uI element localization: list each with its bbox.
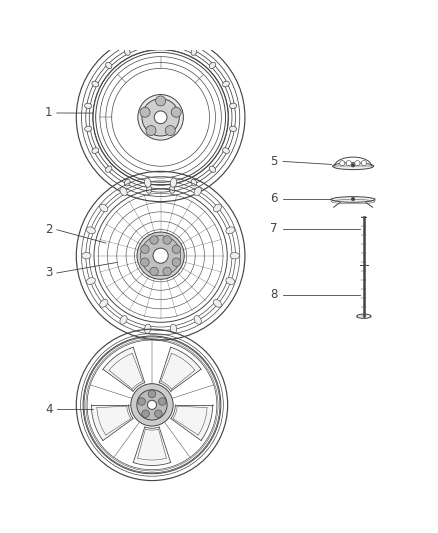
Ellipse shape [100, 300, 108, 307]
Circle shape [159, 398, 166, 405]
Ellipse shape [194, 316, 201, 324]
Text: 5: 5 [270, 155, 277, 168]
Ellipse shape [120, 187, 127, 196]
Text: 1: 1 [45, 107, 53, 119]
Circle shape [171, 107, 181, 117]
Text: 8: 8 [270, 288, 277, 301]
Circle shape [141, 236, 181, 276]
Ellipse shape [146, 42, 152, 49]
Circle shape [155, 96, 166, 106]
Text: 3: 3 [45, 266, 53, 279]
Circle shape [131, 384, 173, 426]
Ellipse shape [170, 186, 175, 193]
Ellipse shape [82, 253, 91, 259]
Circle shape [138, 94, 184, 140]
Text: 2: 2 [45, 223, 53, 236]
Ellipse shape [226, 278, 235, 285]
Ellipse shape [230, 103, 237, 109]
Ellipse shape [226, 227, 235, 233]
Ellipse shape [332, 197, 374, 203]
Ellipse shape [170, 178, 177, 187]
Ellipse shape [223, 81, 230, 87]
Circle shape [150, 236, 159, 244]
Circle shape [339, 160, 345, 166]
Circle shape [137, 232, 184, 279]
Circle shape [146, 126, 156, 135]
Ellipse shape [106, 166, 112, 172]
Circle shape [155, 410, 162, 417]
Ellipse shape [230, 253, 240, 259]
Circle shape [153, 248, 168, 263]
Ellipse shape [170, 42, 175, 49]
Ellipse shape [332, 163, 374, 169]
Circle shape [150, 267, 159, 276]
Circle shape [137, 390, 167, 420]
Circle shape [172, 258, 180, 266]
Ellipse shape [92, 148, 99, 154]
Ellipse shape [191, 179, 197, 186]
Ellipse shape [213, 204, 222, 212]
Ellipse shape [92, 81, 99, 87]
Polygon shape [103, 347, 145, 391]
Ellipse shape [124, 179, 130, 186]
Polygon shape [133, 427, 171, 465]
Polygon shape [171, 405, 212, 440]
Ellipse shape [85, 126, 92, 132]
Circle shape [148, 400, 156, 409]
Text: 7: 7 [270, 222, 277, 236]
Circle shape [140, 107, 150, 117]
Ellipse shape [357, 314, 371, 318]
Ellipse shape [223, 148, 230, 154]
Circle shape [163, 236, 171, 244]
Circle shape [355, 160, 360, 166]
Ellipse shape [85, 103, 92, 109]
Ellipse shape [100, 204, 108, 212]
Circle shape [142, 99, 179, 136]
Circle shape [142, 410, 149, 417]
Ellipse shape [86, 278, 95, 285]
Circle shape [154, 111, 167, 124]
Ellipse shape [213, 300, 222, 307]
Circle shape [141, 245, 149, 253]
Ellipse shape [145, 324, 151, 333]
Circle shape [346, 160, 351, 166]
Circle shape [165, 126, 175, 135]
Polygon shape [92, 405, 133, 440]
Circle shape [163, 267, 171, 276]
Ellipse shape [86, 227, 95, 233]
Circle shape [141, 258, 149, 266]
Circle shape [148, 390, 156, 398]
Polygon shape [159, 347, 201, 391]
Ellipse shape [209, 62, 215, 69]
Ellipse shape [146, 186, 152, 193]
Ellipse shape [191, 49, 197, 55]
Ellipse shape [194, 187, 201, 196]
Circle shape [351, 164, 355, 167]
Circle shape [172, 245, 180, 253]
Ellipse shape [120, 316, 127, 324]
Ellipse shape [209, 166, 215, 172]
Circle shape [361, 160, 367, 166]
Ellipse shape [106, 62, 112, 69]
Ellipse shape [124, 49, 130, 55]
Text: 6: 6 [270, 192, 277, 205]
Ellipse shape [230, 126, 237, 132]
Ellipse shape [145, 178, 151, 187]
Circle shape [351, 197, 355, 201]
Text: 4: 4 [45, 403, 53, 416]
Ellipse shape [170, 324, 177, 333]
Circle shape [138, 398, 145, 405]
